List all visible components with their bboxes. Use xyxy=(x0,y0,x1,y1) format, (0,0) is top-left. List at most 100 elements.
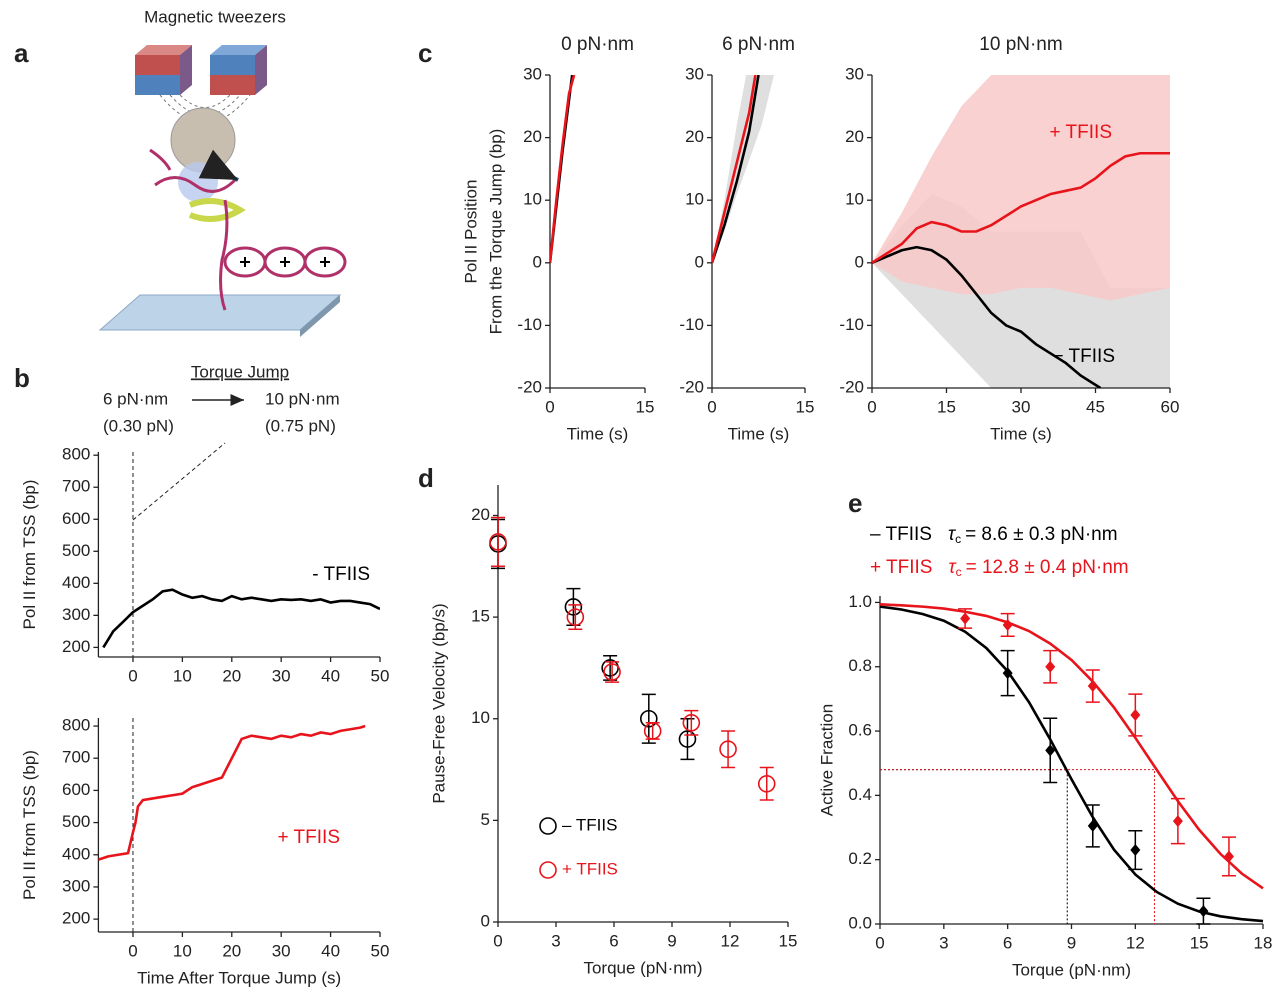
y-tick-label: 500 xyxy=(62,812,90,831)
guide-line xyxy=(880,769,1068,924)
zoom-line xyxy=(132,442,226,521)
point xyxy=(757,774,776,793)
diagram: Magnetic tweezers xyxy=(98,7,347,337)
error-bar xyxy=(605,661,620,683)
y-tick-label: 20 xyxy=(685,127,704,146)
y-tick-label: 10 xyxy=(523,190,542,209)
legend-label: + TFIIS xyxy=(562,859,618,878)
legend-label: – TFIIS xyxy=(870,524,932,545)
point xyxy=(1130,844,1141,857)
tau-subscript: c xyxy=(955,532,961,546)
chart: 0 5 10 15 20 0 3 6 9 12 15 Torque (pN·nm) Pause-Free… xyxy=(429,485,797,977)
x-tick-label: 15 xyxy=(779,931,798,950)
line xyxy=(550,75,576,263)
legend-marker xyxy=(539,817,557,835)
y-tick-label: 700 xyxy=(62,477,90,496)
y-tick-label: 20 xyxy=(471,505,490,524)
x-tick-label: 3 xyxy=(939,933,948,952)
point xyxy=(1172,815,1183,828)
tau-value: = 12.8 ± 0.4 pN·nm xyxy=(966,557,1129,578)
x-tick-label: 9 xyxy=(1067,933,1076,952)
chart: -20 -10 0 10 20 30 0 15 0 pN·nm Time (s) Pol II Po… xyxy=(461,34,654,443)
point xyxy=(643,722,662,740)
point xyxy=(682,714,701,732)
line xyxy=(872,245,1102,388)
fit-curve xyxy=(879,605,1264,923)
point xyxy=(1002,618,1013,631)
tau-value: = 8.6 ± 0.3 pN·nm xyxy=(965,524,1117,545)
legend-label: + TFIIS xyxy=(870,557,932,578)
point xyxy=(603,663,621,681)
y-tick-label: -20 xyxy=(517,377,542,396)
error-bar xyxy=(641,693,656,744)
plus-signs xyxy=(240,257,330,267)
y-tick-label: 800 xyxy=(62,716,90,735)
chart: 200 300 400 500 600 700 800 0 10 20 30 40 50 Time Aft… xyxy=(20,716,390,988)
point xyxy=(1223,850,1234,863)
error-bar xyxy=(491,516,505,568)
annotation: 6 pN·nm xyxy=(103,389,168,408)
x-tick-label: 0 xyxy=(545,397,554,416)
fit-curve xyxy=(879,603,1264,890)
point xyxy=(1130,708,1141,721)
chart: 200 300 400 500 600 700 800 0 10 20 30 40 50 Pol II f… xyxy=(20,445,390,686)
magnet xyxy=(210,45,267,95)
x-tick-label: 6 xyxy=(609,931,618,950)
y-axis-label: Pol II from TSS (bp) xyxy=(20,480,39,630)
y-tick-label: 0 xyxy=(695,252,704,271)
series-label: + TFIIS xyxy=(1050,122,1112,143)
point xyxy=(564,598,583,616)
chart-title: 0 pN·nm xyxy=(561,34,634,55)
tau-symbol: τ xyxy=(948,557,957,578)
y-tick-label: 0 xyxy=(481,911,490,930)
y-tick-label: 0 xyxy=(855,252,864,271)
point xyxy=(489,533,507,551)
y-tick-label: 400 xyxy=(62,844,90,863)
y-tick-label: 600 xyxy=(62,509,90,528)
y-axis-label: Pol II from TSS (bp) xyxy=(20,750,39,900)
panel-label: d xyxy=(418,463,434,493)
point xyxy=(719,740,737,759)
y-tick-label: 30 xyxy=(845,64,864,83)
series-label: + TFIIS xyxy=(278,827,340,848)
y-tick-label: 800 xyxy=(62,445,90,464)
panel-labels: a b c d e xyxy=(14,38,862,518)
y-tick-label: -10 xyxy=(517,315,542,334)
chart: -20 -10 0 10 20 30 0 15 30 45 60 10 pN·nm Time (s) − … xyxy=(839,34,1179,443)
x-axis-label: Time (s) xyxy=(728,424,790,443)
x-tick-label: 15 xyxy=(937,397,956,416)
point xyxy=(639,709,658,728)
x-tick-label: 3 xyxy=(551,931,560,950)
y-tick-label: 1.0 xyxy=(848,592,872,611)
line xyxy=(712,75,760,264)
x-tick-label: 50 xyxy=(371,941,390,960)
point xyxy=(1002,667,1013,680)
y-tick-label: 0.0 xyxy=(848,913,872,932)
chart-title: 6 pN·nm xyxy=(722,34,795,55)
surface xyxy=(98,294,342,331)
chart: -20 -10 0 10 20 30 0 15 6 pN·nm Time (s) xyxy=(679,34,814,443)
line xyxy=(712,75,757,264)
x-tick-label: 30 xyxy=(272,941,291,960)
x-tick-label: 30 xyxy=(272,666,291,685)
y-tick-label: 0.8 xyxy=(848,656,872,675)
x-tick-label: 15 xyxy=(796,397,815,416)
y-tick-label: 400 xyxy=(62,573,90,592)
line xyxy=(872,151,1170,264)
y-tick-label: 10 xyxy=(845,190,864,209)
series-label: - TFIIS xyxy=(312,564,370,585)
error-bar xyxy=(759,766,774,801)
point xyxy=(960,612,971,625)
x-tick-label: 10 xyxy=(173,666,192,685)
legend-marker xyxy=(539,861,557,879)
x-tick-label: 15 xyxy=(636,397,655,416)
point xyxy=(1045,660,1056,673)
x-tick-label: 18 xyxy=(1254,933,1273,952)
legend-entry: + TFIIS τc = 12.8 ± 0.4 pN·nm xyxy=(870,557,1129,579)
chart: 0.0 0.2 0.4 0.6 0.8 1.0 0 3 6 9 12 15 18 Torque (pN·n… xyxy=(817,524,1272,979)
y-tick-label: 0 xyxy=(533,252,542,271)
x-tick-label: 30 xyxy=(1012,397,1031,416)
panel-label: e xyxy=(848,488,862,518)
y-tick-label: 500 xyxy=(62,541,90,560)
